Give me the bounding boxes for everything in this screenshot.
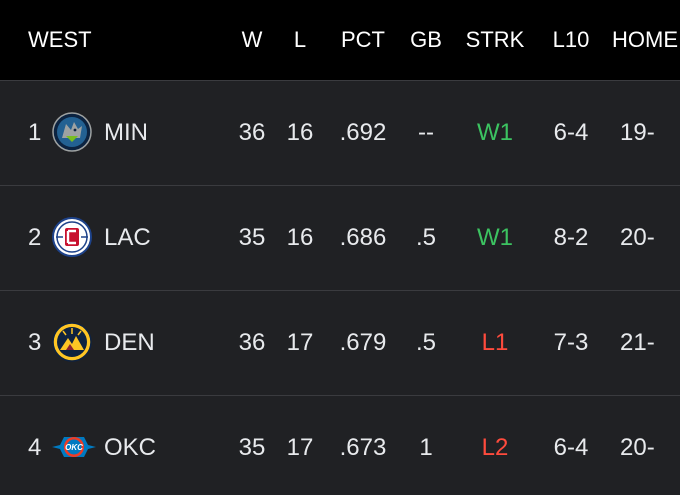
streak-column-header[interactable]: STRK <box>465 27 525 52</box>
last-ten-value: 6-4 <box>553 119 589 146</box>
timberwolves-logo-icon <box>52 112 92 152</box>
pct-value: .686 <box>339 224 387 251</box>
losses-value: 17 <box>286 434 314 461</box>
last-ten-value: 8-2 <box>553 224 589 251</box>
thunder-logo-icon: OKC <box>50 427 98 467</box>
home-record-value: 20- <box>620 434 655 461</box>
last-ten-value: 7-3 <box>553 329 589 356</box>
games-behind-value: 1 <box>419 434 433 461</box>
losses-value: 16 <box>286 119 314 146</box>
home-record-value: 19- <box>620 119 655 146</box>
streak-value: L1 <box>481 329 509 356</box>
team-abbreviation[interactable]: MIN <box>104 119 148 146</box>
clippers-logo-icon <box>52 217 92 257</box>
streak-value: L2 <box>481 434 509 461</box>
team-row-min[interactable]: 1 MIN 36 16 .692 -- W1 6-4 19- <box>0 80 680 185</box>
games-behind-value: .5 <box>415 329 436 356</box>
wins-column-header[interactable]: W <box>241 27 263 52</box>
team-rank: 4 <box>28 434 42 461</box>
team-rank: 1 <box>28 119 42 146</box>
wins-value: 35 <box>238 434 266 461</box>
home-record-value: 20- <box>620 224 655 251</box>
team-row-okc[interactable]: 4 OKC OKC 35 17 .673 1 L2 6-4 20- <box>0 395 680 495</box>
last-ten-column-header[interactable]: L10 <box>552 27 590 52</box>
pct-value: .679 <box>339 329 387 356</box>
games-behind-value: .5 <box>415 224 436 251</box>
wins-value: 36 <box>238 329 266 356</box>
team-row-lac[interactable]: 2 LAC 35 16 .686 .5 W1 8-2 20- <box>0 185 680 290</box>
team-rank: 3 <box>28 329 42 356</box>
last-ten-value: 6-4 <box>553 434 589 461</box>
home-record-value: 21- <box>620 329 655 356</box>
home-column-header[interactable]: HOME <box>612 27 678 52</box>
streak-value: W1 <box>477 224 513 251</box>
pct-value: .692 <box>339 119 387 146</box>
losses-value: 17 <box>286 329 314 356</box>
pct-column-header[interactable]: PCT <box>341 27 385 52</box>
team-abbreviation[interactable]: OKC <box>104 434 157 461</box>
table-header: WEST W L PCT GB STRK L10 HOME <box>0 0 680 80</box>
wins-value: 36 <box>238 119 266 146</box>
team-abbreviation[interactable]: DEN <box>104 329 155 356</box>
losses-value: 16 <box>286 224 314 251</box>
nuggets-logo-icon <box>52 322 92 362</box>
team-row-den[interactable]: 3 DEN 36 17 .679 .5 L1 7-3 21- <box>0 290 680 395</box>
streak-value: W1 <box>477 119 513 146</box>
games-behind-value: -- <box>418 119 434 146</box>
pct-value: .673 <box>339 434 387 461</box>
svg-text:OKC: OKC <box>65 443 83 452</box>
conference-header[interactable]: WEST <box>28 27 92 52</box>
team-abbreviation[interactable]: LAC <box>104 224 151 251</box>
losses-column-header[interactable]: L <box>293 27 307 52</box>
team-rank: 2 <box>28 224 42 251</box>
wins-value: 35 <box>238 224 266 251</box>
games-behind-column-header[interactable]: GB <box>410 27 442 52</box>
